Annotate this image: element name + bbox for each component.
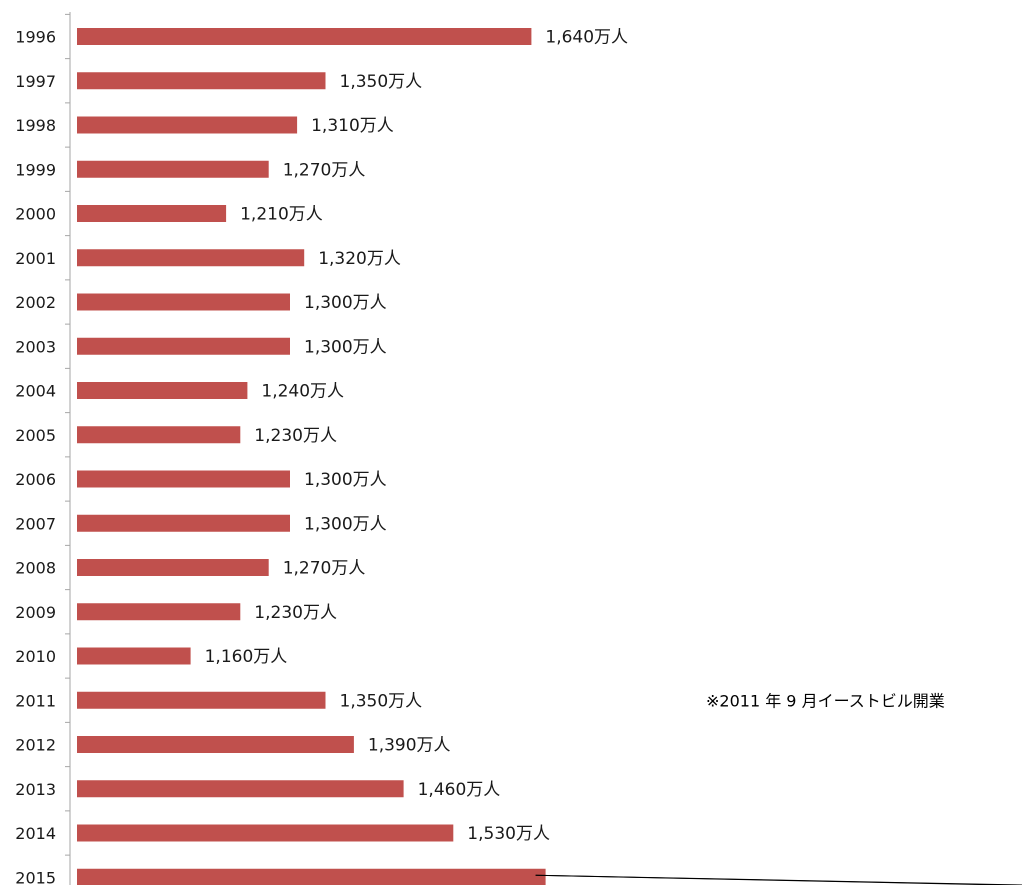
bar-1996 xyxy=(77,28,532,45)
value-label-2005: 1,230万人 xyxy=(254,426,337,446)
bar-2002 xyxy=(77,293,290,311)
bar-2007 xyxy=(77,514,290,532)
year-label-2000: 2000 xyxy=(15,205,56,224)
year-label-2010: 2010 xyxy=(15,647,56,666)
bar-2001 xyxy=(77,249,305,267)
bar-2006 xyxy=(77,470,290,488)
value-label-2006: 1,300万人 xyxy=(304,470,387,490)
year-label-2008: 2008 xyxy=(15,559,56,578)
bar-2013 xyxy=(77,780,404,798)
year-label-2009: 2009 xyxy=(15,603,56,622)
value-label-1997: 1,350万人 xyxy=(340,72,423,92)
year-label-1998: 1998 xyxy=(15,116,56,135)
value-label-2003: 1,300万人 xyxy=(304,337,387,357)
value-label-2010: 1,160万人 xyxy=(205,647,288,667)
value-label-2013: 1,460万人 xyxy=(418,780,501,800)
value-label-2011: 1,350万人 xyxy=(340,691,423,711)
year-label-2012: 2012 xyxy=(15,736,56,755)
value-label-2007: 1,300万人 xyxy=(304,514,387,534)
value-label-2004: 1,240万人 xyxy=(261,382,344,402)
value-label-2012: 1,390万人 xyxy=(368,736,451,756)
bar-2010 xyxy=(77,647,191,665)
year-label-1997: 1997 xyxy=(15,72,56,91)
bar-2014 xyxy=(77,824,454,842)
bar-2012 xyxy=(77,736,354,753)
callout-line xyxy=(535,874,1004,885)
value-label-1998: 1,310万人 xyxy=(311,116,394,136)
bar-1998 xyxy=(77,116,298,134)
value-label-2000: 1,210万人 xyxy=(240,205,323,225)
year-label-2005: 2005 xyxy=(15,426,56,445)
bar-2000 xyxy=(77,205,227,222)
year-label-2007: 2007 xyxy=(15,514,56,533)
year-label-2006: 2006 xyxy=(15,470,56,489)
annotation-note: ※2011 年 9 月イーストビル開業 xyxy=(706,691,945,710)
year-label-2011: 2011 xyxy=(15,691,56,710)
year-label-2001: 2001 xyxy=(15,249,56,268)
value-label-1999: 1,270万人 xyxy=(283,160,366,180)
value-label-2014: 1,530万人 xyxy=(467,824,550,844)
year-label-2014: 2014 xyxy=(15,824,56,843)
year-label-2015: 2015 xyxy=(15,868,56,885)
value-label-1996: 1,640万人 xyxy=(545,28,628,48)
bar-1997 xyxy=(77,72,326,90)
bar-2011 xyxy=(77,691,326,709)
value-label-2009: 1,230万人 xyxy=(254,603,337,623)
year-label-2004: 2004 xyxy=(15,382,56,401)
year-label-1999: 1999 xyxy=(15,160,56,179)
value-label-2001: 1,320万人 xyxy=(318,249,401,269)
bar-2004 xyxy=(77,382,248,399)
bar-2008 xyxy=(77,559,269,576)
bar-2003 xyxy=(77,337,290,355)
bar-2015 xyxy=(77,868,546,885)
year-label-2013: 2013 xyxy=(15,780,56,799)
bar-1999 xyxy=(77,160,269,178)
year-label-2002: 2002 xyxy=(15,293,56,312)
bar-2009 xyxy=(77,603,241,621)
value-label-2008: 1,270万人 xyxy=(283,559,366,579)
year-label-1996: 1996 xyxy=(15,28,56,47)
bar-2005 xyxy=(77,426,241,444)
value-label-2002: 1,300万人 xyxy=(304,293,387,313)
callout-lines xyxy=(535,874,1023,885)
year-label-2003: 2003 xyxy=(15,337,56,356)
